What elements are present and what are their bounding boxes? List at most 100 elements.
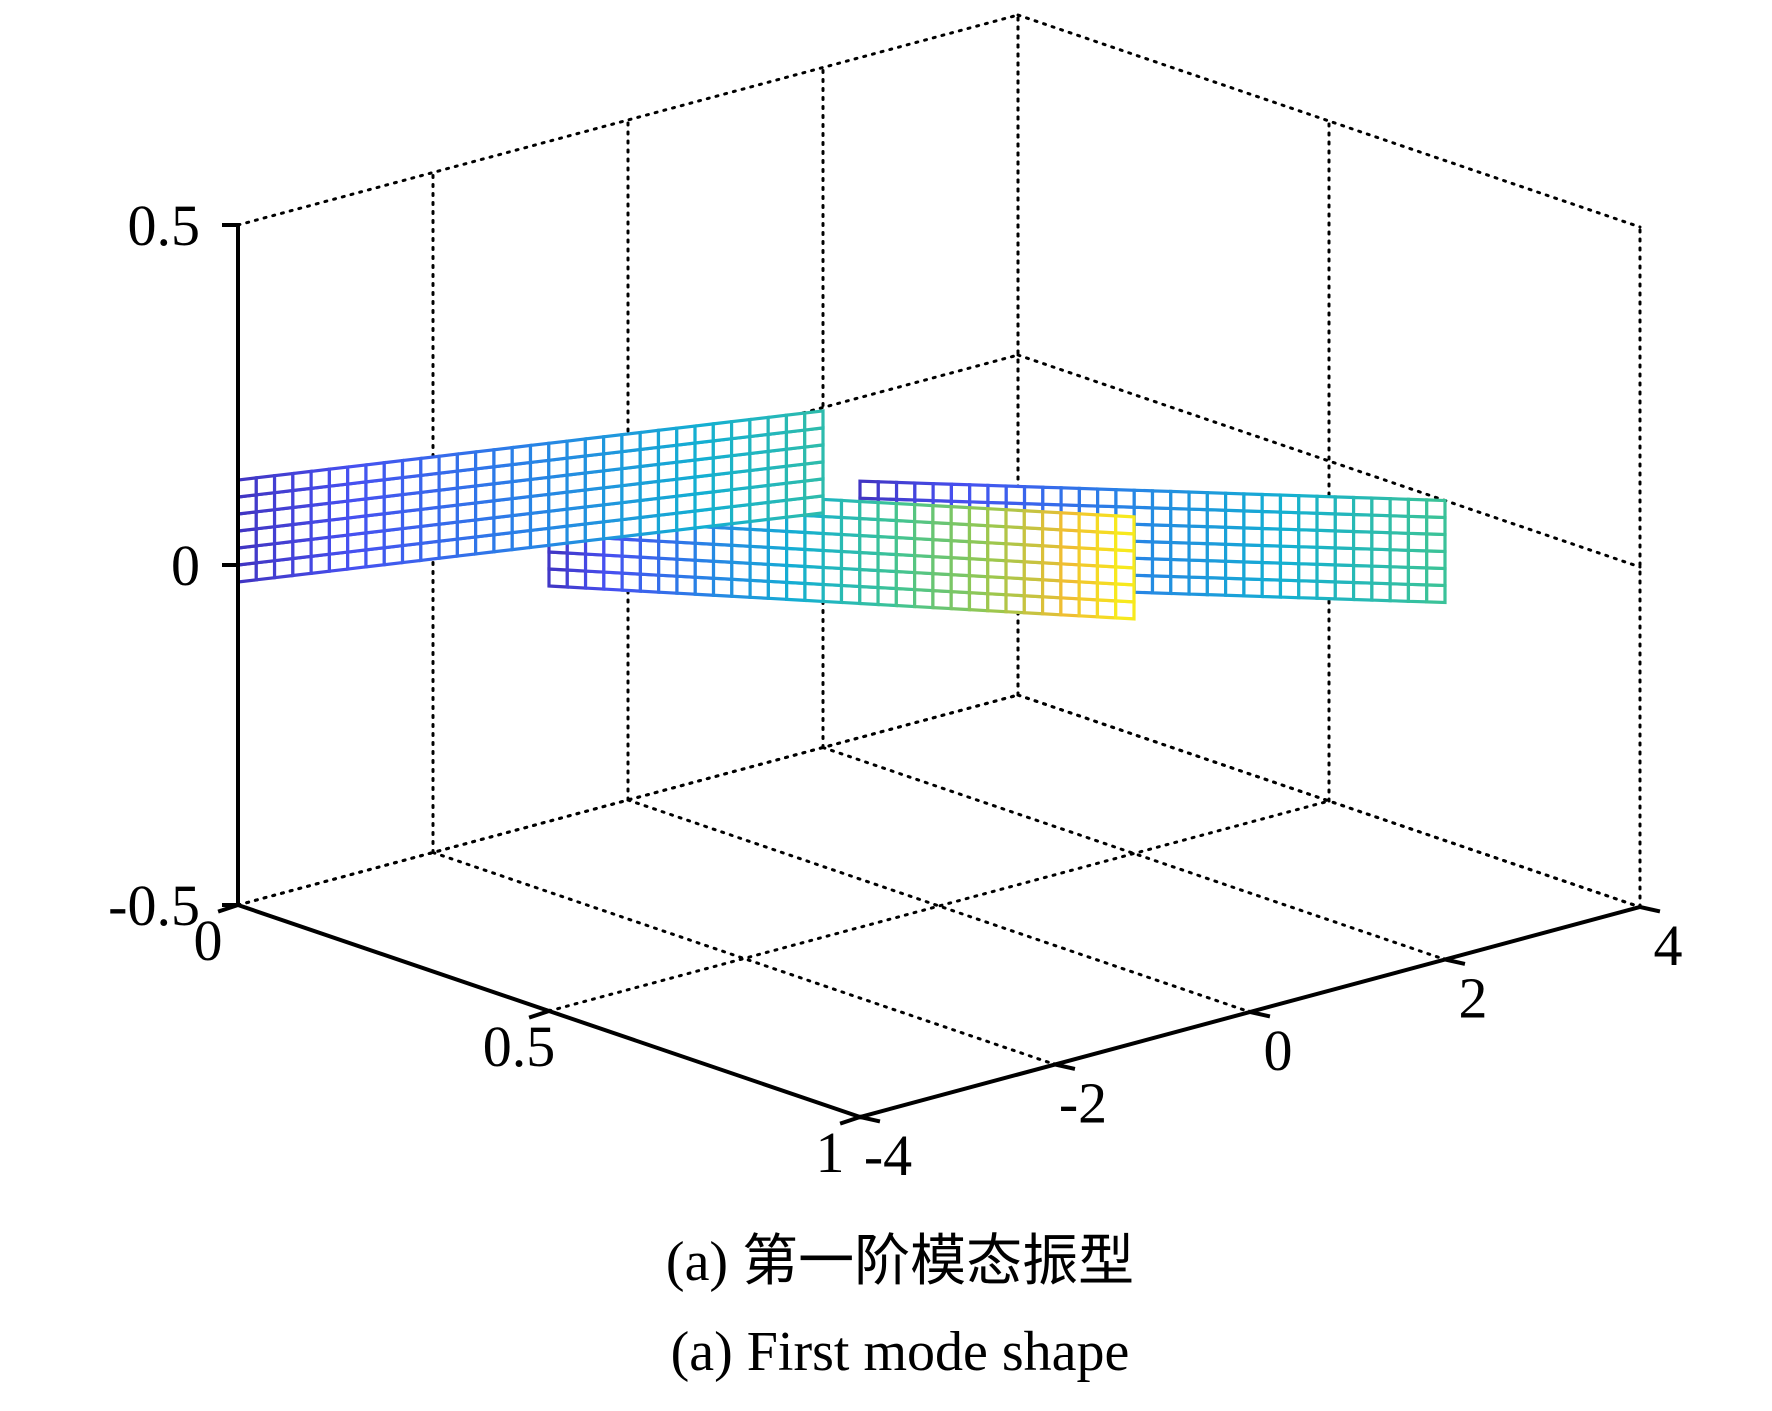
mesh-cell xyxy=(1297,494,1319,515)
mesh-cell xyxy=(1004,593,1026,615)
mesh-cell xyxy=(620,554,643,576)
mesh-cell xyxy=(766,528,789,551)
mesh-cell xyxy=(913,587,935,610)
mesh-cell xyxy=(583,569,606,591)
mesh-cell xyxy=(1406,514,1429,536)
mesh-cell xyxy=(949,555,972,578)
mesh-cell xyxy=(967,505,990,528)
mesh-cell xyxy=(894,552,917,575)
mesh-cell xyxy=(638,538,661,560)
mesh-cell xyxy=(1022,543,1045,565)
mesh-cell xyxy=(986,574,1008,597)
mesh-cell xyxy=(931,520,953,543)
mesh-cell xyxy=(858,499,880,522)
mesh-cell xyxy=(1205,576,1228,597)
mesh-cell xyxy=(657,556,679,578)
mesh-cell xyxy=(364,460,386,484)
mesh-cell xyxy=(1132,505,1155,527)
mesh-cell xyxy=(803,530,825,553)
mesh-cell xyxy=(693,422,715,445)
mesh-cell xyxy=(986,483,1008,505)
mesh-cell xyxy=(1114,565,1136,587)
mesh-cell xyxy=(931,554,953,577)
mesh-cell xyxy=(858,533,880,556)
mesh-cell xyxy=(1406,565,1429,587)
x-tick-label: 0 xyxy=(194,908,223,973)
mesh-cell xyxy=(894,586,917,609)
mesh-cell xyxy=(1187,558,1209,580)
mesh-cell xyxy=(1022,526,1045,548)
mesh-cell xyxy=(1059,528,1081,550)
mesh-cell xyxy=(729,417,752,441)
mesh-cell xyxy=(675,540,697,562)
mesh-cell xyxy=(803,564,825,587)
mesh-cell xyxy=(876,551,898,574)
mesh-cell xyxy=(711,576,734,598)
mesh-cell xyxy=(1205,491,1228,512)
mesh-cell xyxy=(986,506,1008,529)
mesh-cell xyxy=(309,467,332,491)
mesh-cell xyxy=(1351,512,1374,534)
mesh-cell xyxy=(1095,513,1118,535)
mesh-cell xyxy=(565,568,588,590)
mesh-cell xyxy=(913,553,935,576)
x-tick-label: 0.5 xyxy=(483,1014,556,1079)
mesh-cell xyxy=(565,551,588,573)
y-tick-label: 4 xyxy=(1654,913,1683,978)
mesh-cell xyxy=(1096,487,1118,509)
mesh-cell xyxy=(1351,563,1374,585)
grid-line-floor-x xyxy=(547,799,1331,1013)
mesh-cell xyxy=(1004,576,1026,598)
mesh-cell xyxy=(1242,492,1264,514)
mesh-cell xyxy=(730,543,752,566)
mesh-cell xyxy=(254,473,277,497)
mesh-cell xyxy=(1169,574,1191,596)
x-tick-mark xyxy=(217,902,241,914)
grid-line-floor-y xyxy=(626,798,1252,1014)
mesh-cell xyxy=(1059,511,1081,533)
mesh-cell xyxy=(1059,486,1081,508)
mesh-cell xyxy=(1077,512,1100,534)
mesh-cell xyxy=(803,581,825,604)
mesh-cell xyxy=(1095,564,1118,586)
caption-english: (a) First mode shape xyxy=(671,1321,1130,1383)
mesh-cell xyxy=(1278,578,1301,600)
mesh-cell xyxy=(766,562,789,585)
mesh-cell xyxy=(382,458,405,482)
y-tick-mark xyxy=(1247,1009,1271,1019)
mesh-cell xyxy=(1406,548,1429,570)
mesh-cell xyxy=(858,516,880,539)
mesh-cell xyxy=(967,590,990,613)
x-tick-mark xyxy=(839,1114,863,1126)
mesh-cell xyxy=(1022,560,1045,582)
mesh-cell xyxy=(839,532,862,555)
mesh-cell xyxy=(1333,529,1356,551)
mesh-cell xyxy=(730,526,752,549)
mesh-cell xyxy=(1388,514,1411,535)
mesh-cell xyxy=(1187,490,1209,512)
mesh-cell xyxy=(1114,514,1136,536)
mesh-cell xyxy=(1150,489,1173,511)
mesh-cell xyxy=(528,441,551,465)
mesh-cell xyxy=(748,415,770,439)
mesh-cell xyxy=(1406,497,1429,519)
mesh-cell xyxy=(1425,566,1447,588)
mesh-cell xyxy=(1260,543,1283,565)
grid-line-side-z xyxy=(1016,353,1642,569)
mesh-cell xyxy=(1224,576,1246,598)
mesh-cell xyxy=(1132,556,1155,578)
mesh-cell xyxy=(1333,580,1356,602)
mesh-cell xyxy=(1333,563,1356,585)
z-tick-label: -0.5 xyxy=(108,873,200,938)
mesh-cell xyxy=(474,447,496,471)
x-tick-mark xyxy=(528,1008,552,1020)
mesh-cell xyxy=(748,561,770,584)
mesh-cell xyxy=(1114,487,1136,509)
mesh-cell xyxy=(1169,489,1191,511)
mesh-cell xyxy=(913,481,935,503)
mesh-cell xyxy=(931,481,954,503)
mesh-cell xyxy=(1150,523,1173,545)
mesh-cell xyxy=(693,575,716,597)
mesh-cell xyxy=(839,549,862,572)
mesh-cell xyxy=(1114,582,1136,604)
